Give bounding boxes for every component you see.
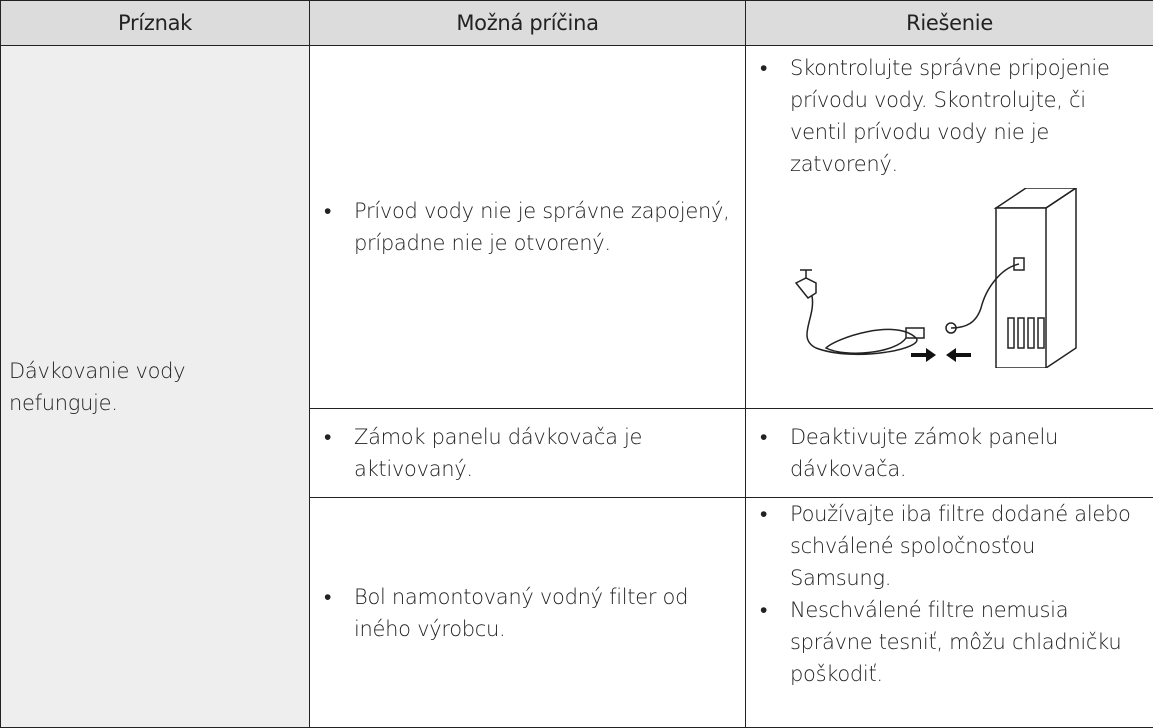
solution-item: Používajte iba filtre dodané alebo schvá…: [790, 498, 1141, 594]
solution-cell: Deaktivujte zámok panelu dávkovača.: [746, 409, 1153, 498]
solution-cell: Používajte iba filtre dodané alebo schvá…: [746, 498, 1153, 728]
cause-item-list: Bol namontovaný vodný filter od iného vý…: [322, 581, 733, 645]
header-cell: Riešenie: [746, 1, 1153, 46]
symptom-cell: Dávkovanie vody nefunguje.: [1, 46, 310, 728]
cause-item: Zámok panelu dávkovača je aktivovaný.: [354, 421, 733, 485]
cause-item: Bol namontovaný vodný filter od iného vý…: [354, 581, 733, 645]
header-cell: Možná príčina: [310, 1, 746, 46]
solution-item-list: Skontrolujte správne pripojenie prívodu …: [758, 52, 1141, 180]
solution-item: Skontrolujte správne pripojenie prívodu …: [790, 52, 1141, 180]
table-row: Dávkovanie vody nefunguje.Prívod vody ni…: [1, 46, 1153, 409]
solution-item: Deaktivujte zámok panelu dávkovača.: [790, 421, 1141, 485]
cause-cell: Bol namontovaný vodný filter od iného vý…: [310, 498, 746, 728]
cause-cell: Prívod vody nie je správne zapojený, prí…: [310, 46, 746, 409]
solution-item-list: Používajte iba filtre dodané alebo schvá…: [758, 498, 1141, 690]
symptom-text: Dávkovanie vody nefunguje.: [9, 355, 297, 419]
cause-item: Prívod vody nie je správne zapojený, prí…: [354, 195, 733, 259]
header-cell: Príznak: [1, 1, 310, 46]
solution-item: Neschválené filtre nemusia správne tesni…: [790, 594, 1141, 690]
cause-cell: Zámok panelu dávkovača je aktivovaný.: [310, 409, 746, 498]
cause-item-list: Zámok panelu dávkovača je aktivovaný.: [322, 421, 733, 485]
cause-item-list: Prívod vody nie je správne zapojený, prí…: [322, 195, 733, 259]
solution-cell: Skontrolujte správne pripojenie prívodu …: [746, 46, 1153, 409]
solution-item-list: Deaktivujte zámok panelu dávkovača.: [758, 421, 1141, 485]
water-connection-illustration: [776, 188, 1116, 368]
